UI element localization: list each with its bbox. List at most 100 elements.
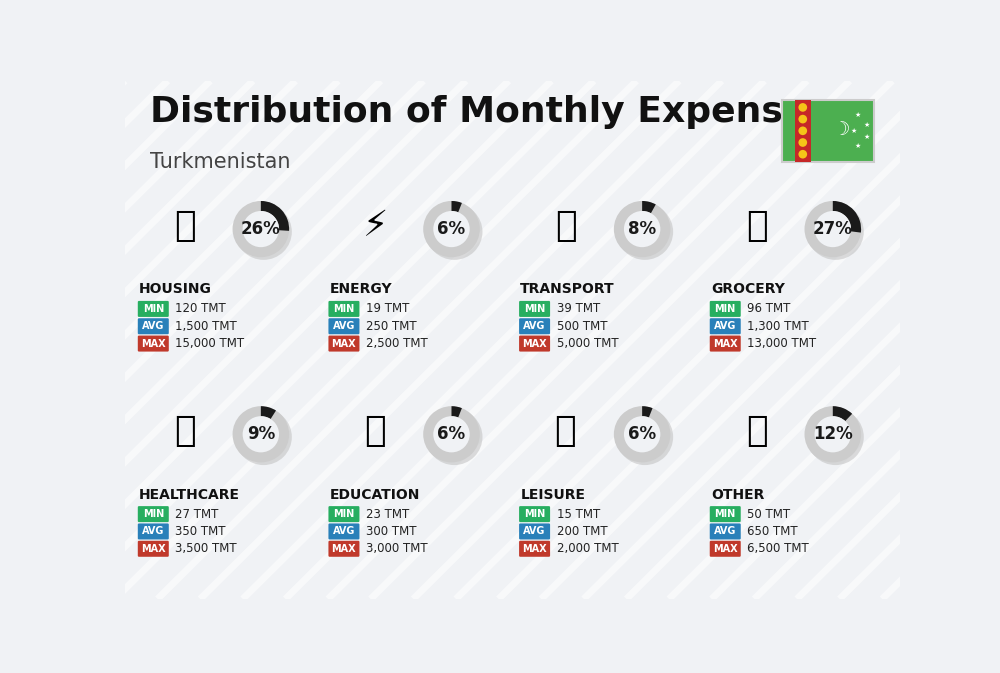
- FancyBboxPatch shape: [710, 506, 741, 522]
- FancyBboxPatch shape: [519, 318, 550, 334]
- Text: 39 TMT: 39 TMT: [557, 302, 600, 316]
- Circle shape: [243, 211, 279, 247]
- Wedge shape: [642, 201, 656, 213]
- Text: ★: ★: [854, 112, 860, 118]
- Text: 12%: 12%: [813, 425, 853, 444]
- FancyBboxPatch shape: [138, 541, 169, 557]
- Text: ☽: ☽: [832, 120, 849, 139]
- Text: MIN: MIN: [715, 509, 736, 519]
- Text: ★: ★: [854, 143, 860, 149]
- FancyBboxPatch shape: [328, 524, 359, 540]
- Text: 6%: 6%: [437, 425, 466, 444]
- Circle shape: [433, 416, 470, 452]
- Text: 3,000 TMT: 3,000 TMT: [366, 542, 428, 555]
- Text: 19 TMT: 19 TMT: [366, 302, 409, 316]
- Circle shape: [798, 103, 807, 112]
- Text: AVG: AVG: [333, 321, 355, 331]
- Text: 6,500 TMT: 6,500 TMT: [747, 542, 809, 555]
- FancyBboxPatch shape: [328, 301, 359, 317]
- Circle shape: [614, 201, 670, 257]
- FancyBboxPatch shape: [328, 541, 359, 557]
- Wedge shape: [261, 406, 276, 419]
- FancyBboxPatch shape: [519, 301, 550, 317]
- Bar: [782, 100, 874, 162]
- Text: MAX: MAX: [141, 339, 166, 349]
- Text: AVG: AVG: [142, 321, 164, 331]
- FancyBboxPatch shape: [138, 506, 169, 522]
- Circle shape: [815, 211, 851, 247]
- FancyBboxPatch shape: [710, 524, 741, 540]
- Text: AVG: AVG: [333, 526, 355, 536]
- Circle shape: [233, 201, 289, 257]
- Wedge shape: [833, 201, 861, 233]
- FancyBboxPatch shape: [519, 336, 550, 351]
- FancyBboxPatch shape: [710, 541, 741, 557]
- Text: EDUCATION: EDUCATION: [330, 488, 420, 501]
- Text: 500 TMT: 500 TMT: [557, 320, 607, 332]
- FancyBboxPatch shape: [710, 318, 741, 334]
- Circle shape: [617, 409, 673, 465]
- Bar: [795, 100, 811, 162]
- Circle shape: [235, 204, 292, 260]
- Text: MIN: MIN: [524, 304, 545, 314]
- Text: AVG: AVG: [714, 321, 736, 331]
- Text: Distribution of Monthly Expenses: Distribution of Monthly Expenses: [150, 95, 829, 129]
- Wedge shape: [261, 201, 289, 231]
- Text: ★: ★: [850, 128, 857, 134]
- Text: 2,000 TMT: 2,000 TMT: [557, 542, 618, 555]
- Circle shape: [805, 406, 861, 462]
- Circle shape: [235, 409, 292, 465]
- Wedge shape: [833, 406, 852, 421]
- Text: ★: ★: [863, 122, 869, 128]
- Text: 23 TMT: 23 TMT: [366, 507, 409, 521]
- FancyBboxPatch shape: [328, 318, 359, 334]
- FancyBboxPatch shape: [710, 301, 741, 317]
- Text: 300 TMT: 300 TMT: [366, 525, 417, 538]
- Text: 🏥: 🏥: [174, 414, 195, 448]
- FancyBboxPatch shape: [328, 336, 359, 351]
- Text: ★: ★: [863, 134, 869, 140]
- Circle shape: [807, 409, 864, 465]
- Circle shape: [233, 406, 289, 462]
- Text: TRANSPORT: TRANSPORT: [520, 283, 615, 296]
- Text: MIN: MIN: [715, 304, 736, 314]
- Circle shape: [617, 204, 673, 260]
- Text: 96 TMT: 96 TMT: [747, 302, 791, 316]
- FancyBboxPatch shape: [519, 541, 550, 557]
- FancyBboxPatch shape: [138, 318, 169, 334]
- Circle shape: [624, 211, 660, 247]
- Text: MIN: MIN: [524, 509, 545, 519]
- Text: HEALTHCARE: HEALTHCARE: [139, 488, 240, 501]
- FancyBboxPatch shape: [328, 506, 359, 522]
- Text: HOUSING: HOUSING: [139, 283, 212, 296]
- Text: 650 TMT: 650 TMT: [747, 525, 798, 538]
- Text: GROCERY: GROCERY: [711, 283, 785, 296]
- Circle shape: [807, 204, 864, 260]
- Text: AVG: AVG: [523, 321, 546, 331]
- FancyBboxPatch shape: [710, 336, 741, 351]
- Circle shape: [426, 204, 482, 260]
- Text: MAX: MAX: [713, 544, 738, 554]
- Text: OTHER: OTHER: [711, 488, 764, 501]
- Text: MIN: MIN: [143, 509, 164, 519]
- Text: 15,000 TMT: 15,000 TMT: [175, 337, 244, 350]
- Circle shape: [423, 201, 480, 257]
- FancyBboxPatch shape: [138, 301, 169, 317]
- Text: 350 TMT: 350 TMT: [175, 525, 226, 538]
- Text: AVG: AVG: [714, 526, 736, 536]
- Circle shape: [805, 201, 861, 257]
- Text: 🛍️: 🛍️: [555, 414, 577, 448]
- Text: 💰: 💰: [746, 414, 767, 448]
- Text: 6%: 6%: [628, 425, 656, 444]
- Circle shape: [815, 416, 851, 452]
- Wedge shape: [451, 201, 462, 212]
- Text: 13,000 TMT: 13,000 TMT: [747, 337, 816, 350]
- Wedge shape: [451, 406, 462, 417]
- Text: 🎓: 🎓: [364, 414, 386, 448]
- Text: 🏢: 🏢: [174, 209, 195, 243]
- Text: 50 TMT: 50 TMT: [747, 507, 790, 521]
- Text: MAX: MAX: [522, 544, 547, 554]
- Text: MAX: MAX: [141, 544, 166, 554]
- Text: ENERGY: ENERGY: [330, 283, 392, 296]
- FancyBboxPatch shape: [519, 506, 550, 522]
